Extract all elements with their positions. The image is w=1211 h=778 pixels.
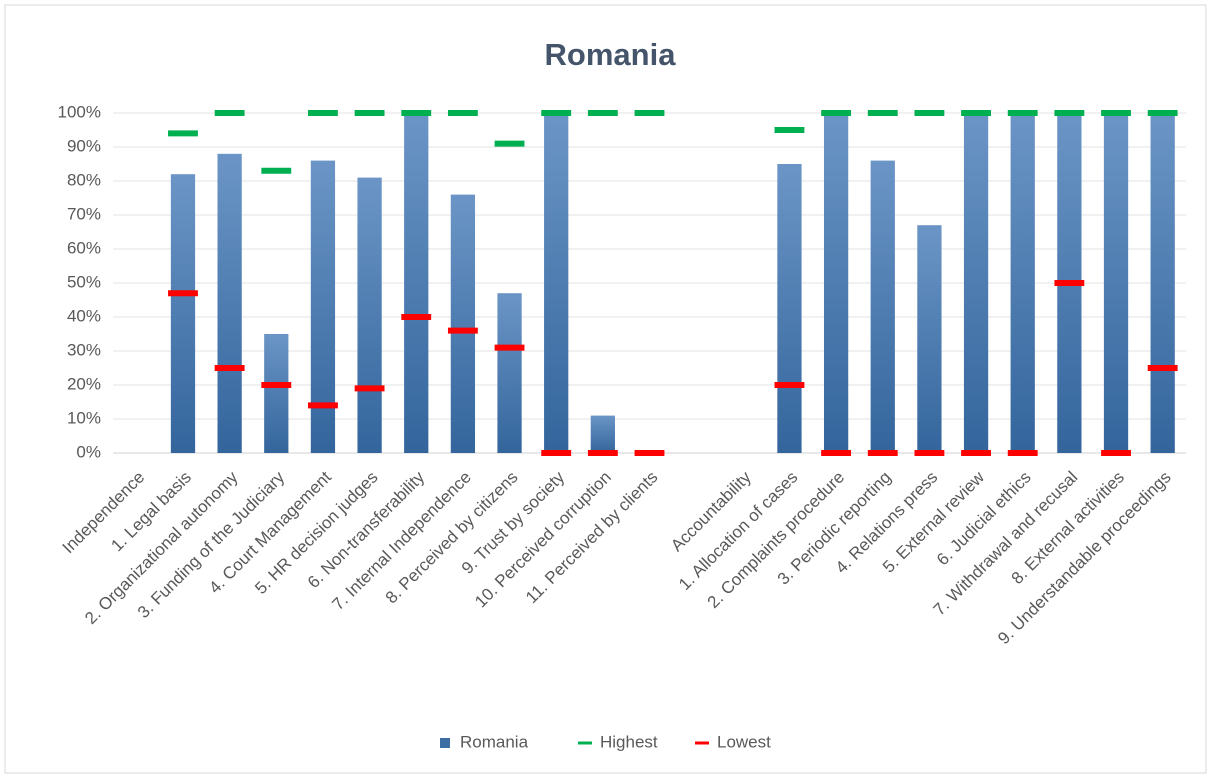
y-tick-label: 10% [67,408,101,427]
bar [450,194,476,453]
bar [170,174,196,453]
bar [497,293,522,453]
y-tick-label: 50% [67,272,101,291]
y-tick-label: 0% [76,442,101,461]
bar [310,160,336,453]
bar [1103,113,1129,453]
legend-swatch [440,738,450,748]
y-tick-label: 20% [67,374,101,393]
bar [777,164,802,453]
bar [1010,113,1035,453]
y-tick-label: 70% [67,204,101,223]
bar [823,113,849,453]
legend-label: Romania [460,732,529,751]
bar [917,225,942,453]
y-tick-label: 80% [67,170,101,189]
bar [870,160,895,453]
y-tick-label: 60% [67,238,101,257]
bar [264,334,289,453]
y-tick-label: 30% [67,340,101,359]
legend-label: Lowest [717,732,771,751]
chart-title: Romania [545,37,677,72]
bar [590,415,615,453]
bar [963,113,989,453]
legend-label: Highest [600,732,658,751]
chart-border [4,4,1207,774]
y-tick-label: 90% [67,136,101,155]
bar [404,113,429,453]
bar [217,153,242,454]
y-tick-label: 100% [58,102,101,121]
bar [357,177,382,453]
y-tick-label: 40% [67,306,101,325]
bar [544,113,569,453]
bar [1150,113,1175,453]
